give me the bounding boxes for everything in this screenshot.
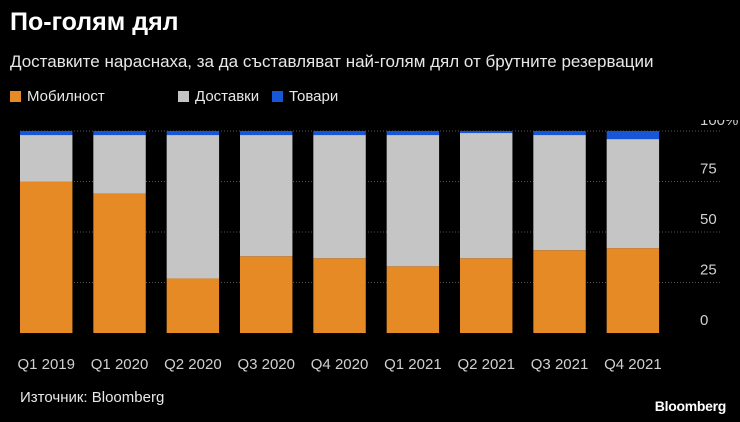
bar-segment [20,135,73,182]
x-tick-label: Q3 2020 [237,356,295,373]
y-tick-label: 25 [700,262,717,279]
bar-segment [20,131,73,136]
bar-segment [313,135,366,259]
legend-label-delivery: Доставки [195,88,260,105]
x-axis-ticks: Q1 2019 Q1 2020 Q2 2020 Q3 2020 Q4 2020 Q1 20… [17,356,661,373]
bar-segment [166,135,220,279]
bar-segment [240,135,293,257]
legend-item-delivery: Доставки [178,88,259,105]
legend-item-mobility: Мобилност [10,88,105,105]
x-tick-label: Q1 2021 [384,356,442,373]
x-tick-label: Q1 2019 [17,356,75,373]
source-note: Източник: Bloomberg [20,389,165,406]
stacked-bar-chart: 0 25 50 75 100% Q1 2019 Q1 2020 Q2 2020 Q3 2020… [17,120,738,373]
bar-segment [93,193,146,333]
bar-segment [386,135,440,267]
y-tick-label: 100% [700,120,738,129]
x-tick-label: Q2 2021 [457,356,515,373]
x-tick-label: Q2 2020 [164,356,222,373]
bar-segment [93,135,146,194]
y-tick-label: 50 [700,211,717,228]
legend-swatch-goods [272,91,283,102]
bar-segment [93,131,146,136]
y-tick-label: 75 [700,161,717,178]
bar-segment [386,131,440,136]
bar-segment [386,266,440,333]
x-tick-label: Q1 2020 [91,356,149,373]
x-tick-label: Q4 2021 [604,356,662,373]
legend-swatch-mobility [10,91,21,102]
bar-segment [533,131,586,136]
bars [20,131,660,333]
bar-segment [20,181,73,333]
bar-segment [240,131,293,136]
legend-label-goods: Товари [289,88,339,105]
x-tick-label: Q3 2021 [531,356,589,373]
bar-segment [606,139,660,249]
bar-segment [606,248,660,333]
bar-segment [313,258,366,333]
bar-segment [460,133,513,259]
legend-item-goods: Товари [272,88,338,105]
legend-label-mobility: Мобилност [27,88,105,105]
chart-title: По-голям дял [10,8,179,36]
bar-segment [533,250,586,333]
y-tick-label: 0 [700,312,708,329]
y-axis-ticks: 0 25 50 75 100% [700,120,738,329]
x-tick-label: Q4 2020 [311,356,369,373]
legend-swatch-delivery [178,91,189,102]
bar-segment [313,131,366,136]
bar-segment [166,278,220,333]
bar-segment [240,256,293,333]
chart-subtitle: Доставките нараснаха, за да съставляват … [10,52,654,71]
bloomberg-logo: Bloomberg [654,398,727,414]
bar-segment [166,131,220,136]
bar-segment [460,131,513,134]
bar-segment [533,135,586,251]
bar-segment [460,258,513,333]
bar-segment [606,131,660,140]
